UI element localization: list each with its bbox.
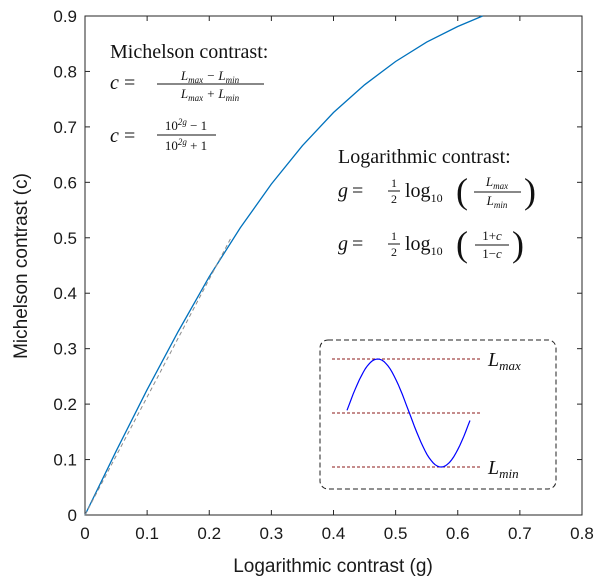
- x-tick-label: 0.5: [384, 524, 408, 543]
- left-paren: (: [456, 224, 468, 264]
- michelson-fraction-2: 102g − 1 102g + 1: [157, 117, 216, 153]
- equals-sign: =: [124, 72, 135, 94]
- log-lhs-1: g: [338, 180, 348, 202]
- y-tick-label: 0.3: [53, 340, 77, 359]
- right-paren: ): [512, 224, 524, 264]
- x-axis-title: Logarithmic contrast (g): [233, 556, 433, 577]
- fraction-denominator: 1−c: [482, 246, 502, 261]
- equals-sign: =: [352, 180, 363, 202]
- half-denominator: 2: [391, 192, 397, 206]
- y-axis-ticks: 0 0.1 0.2 0.3 0.4 0.5 0.6 0.7 0.8 0.9: [53, 7, 582, 525]
- x-tick-label: 0.3: [260, 524, 284, 543]
- x-tick-label: 0.6: [446, 524, 470, 543]
- y-tick-label: 0.6: [53, 173, 77, 192]
- series-layer: [84, 15, 483, 516]
- x-tick-label: 0.8: [570, 524, 594, 543]
- logarithmic-title: Logarithmic contrast:: [338, 146, 511, 168]
- fraction-numerator: 1+c: [482, 228, 502, 243]
- x-tick-label: 0.4: [322, 524, 346, 543]
- left-paren: (: [456, 171, 468, 211]
- half-numerator: 1: [391, 229, 397, 243]
- contrast-curve: [84, 15, 483, 516]
- inset-box: [319, 339, 557, 490]
- y-tick-label: 0.4: [53, 284, 77, 303]
- fraction-denominator: 102g + 1: [165, 137, 207, 153]
- x-tick-label: 0.2: [197, 524, 221, 543]
- michelson-annotation: Michelson contrast: c = Lmax − Lmin Lmax…: [110, 41, 268, 153]
- inset-diagram: Lmax Lmin: [319, 339, 557, 490]
- y-tick-label: 0: [68, 506, 77, 525]
- y-tick-label: 0.9: [53, 7, 77, 26]
- fraction-numerator: 102g − 1: [165, 117, 207, 133]
- y-tick-label: 0.2: [53, 395, 77, 414]
- x-tick-label: 0.7: [508, 524, 532, 543]
- michelson-title: Michelson contrast:: [110, 41, 268, 63]
- x-tick-label: 0: [80, 524, 89, 543]
- x-axis-ticks: 0 0.1 0.2 0.3 0.4 0.5 0.6 0.7 0.8: [80, 16, 594, 543]
- equals-sign: =: [352, 233, 363, 255]
- y-tick-label: 0.1: [53, 451, 77, 470]
- equals-sign: =: [124, 125, 135, 147]
- michelson-lhs-1: c: [110, 72, 119, 94]
- y-tick-label: 0.8: [53, 62, 77, 81]
- tangent-line: [84, 237, 232, 516]
- right-paren: ): [524, 171, 536, 211]
- logarithmic-annotation: Logarithmic contrast: g = 1 2 log10 ( Lm…: [338, 146, 536, 264]
- y-tick-label: 0.5: [53, 229, 77, 248]
- half-denominator: 2: [391, 245, 397, 259]
- y-tick-label: 0.7: [53, 118, 77, 137]
- y-axis-title: Michelson contrast (c): [11, 173, 32, 359]
- x-tick-label: 0.1: [135, 524, 159, 543]
- log-operator: log10: [405, 180, 443, 205]
- sine-wave: [346, 358, 471, 468]
- half-numerator: 1: [391, 176, 397, 190]
- log-lhs-2: g: [338, 233, 348, 255]
- michelson-lhs-2: c: [110, 125, 119, 147]
